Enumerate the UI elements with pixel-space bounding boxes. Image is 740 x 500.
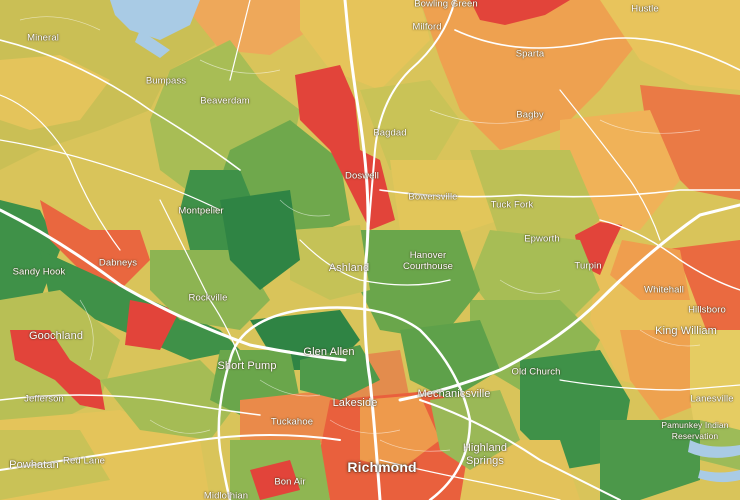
road-rt-east — [599, 219, 740, 291]
region-doswell-red — [295, 65, 395, 230]
place-label-hillsboro[interactable]: Hillsboro — [688, 304, 726, 316]
region-powhatan-lightgreen — [0, 430, 110, 500]
region-king-william-orange — [620, 330, 710, 420]
region-bowling-green-red — [470, 0, 570, 25]
road-hwy-360 — [419, 399, 621, 500]
place-label-highland-springs[interactable]: Highland Springs — [462, 442, 508, 467]
place-label-epworth[interactable]: Epworth — [524, 233, 560, 245]
region-northwest-yellow — [0, 55, 110, 130]
place-label-mineral[interactable]: Mineral — [27, 32, 59, 44]
place-label-sparta[interactable]: Sparta — [515, 48, 545, 60]
region-southeast-green — [600, 420, 700, 500]
road-hwy-60 — [0, 434, 341, 471]
region-bowersville-yellow — [390, 160, 500, 240]
road-us1 — [364, 0, 456, 271]
road-rt-northwest — [0, 94, 121, 251]
place-label-red-lane[interactable]: Red Lane — [62, 455, 106, 467]
place-label-tuck-fork[interactable]: Tuck Fork — [490, 199, 534, 211]
region-rockville-dark — [220, 190, 300, 290]
road-rt-rockville — [159, 199, 241, 361]
place-label-mechanicsville[interactable]: Mechanicsville — [417, 388, 491, 400]
road-rt-s — [379, 459, 561, 500]
region-south-red-patch — [250, 460, 300, 500]
place-label-bumpass[interactable]: Bumpass — [145, 75, 187, 87]
place-label-old-church[interactable]: Old Church — [511, 366, 561, 378]
place-label-lakeside[interactable]: Lakeside — [332, 397, 378, 409]
lake-anna — [110, 0, 200, 40]
place-label-jefferson[interactable]: Jefferson — [24, 393, 64, 405]
region-richmond-orange — [360, 395, 440, 470]
road-i295 — [228, 306, 472, 500]
lake-anna-arm — [135, 30, 170, 58]
road-rt6 — [0, 394, 261, 416]
region-southwest-green — [100, 360, 240, 440]
place-label-hanover-courthouse[interactable]: Hanover Courthouse — [402, 250, 454, 272]
region-highland-springs-green — [430, 390, 520, 470]
region-north-orange-1 — [180, 0, 310, 55]
place-label-tuckahoe[interactable]: Tuckahoe — [270, 416, 314, 428]
york-river-bit — [698, 470, 740, 483]
place-label-whitehall[interactable]: Whitehall — [644, 284, 684, 296]
road-rt-southeast — [559, 379, 740, 391]
water-bodies — [110, 0, 740, 483]
place-label-doswell[interactable]: Doswell — [345, 170, 379, 182]
road-i288 — [217, 358, 232, 500]
place-label-bowling-green[interactable]: Bowling Green — [414, 0, 478, 10]
road-north-east — [454, 29, 740, 71]
place-label-king-william[interactable]: King William — [655, 325, 717, 337]
region-goochland-red — [10, 330, 105, 410]
minor-roads — [19, 16, 701, 452]
road-i64-east — [398, 203, 740, 402]
place-label-hustle[interactable]: Hustle — [631, 3, 659, 15]
place-label-lanesville[interactable]: Lanesville — [690, 393, 734, 405]
region-tuck-fork-yellowgreen — [470, 150, 600, 250]
region-ashland-yellowgreen — [290, 225, 370, 300]
region-west-red-patch — [125, 300, 180, 350]
place-label-pamunkey[interactable]: Pamunkey Indian Reservation — [661, 420, 729, 441]
place-label-powhatan[interactable]: Powhatan — [9, 459, 59, 471]
place-label-richmond[interactable]: Richmond — [347, 459, 417, 475]
place-label-goochland[interactable]: Goochland — [28, 330, 84, 342]
place-label-midlothian[interactable]: Midlothian — [203, 490, 249, 500]
place-label-bowersville[interactable]: Bowersville — [408, 191, 458, 203]
place-label-glen-allen[interactable]: Glen Allen — [303, 346, 355, 358]
region-west-yellowgreen — [0, 0, 215, 170]
road-rt-north — [229, 0, 251, 81]
place-label-milford[interactable]: Milford — [412, 21, 442, 33]
road-i64-west — [0, 208, 347, 362]
place-label-short-pump[interactable]: Short Pump — [217, 360, 277, 372]
road-rt-ne-2 — [559, 89, 661, 241]
region-northeast-yellow — [600, 0, 740, 90]
region-east-orange — [640, 85, 740, 200]
place-label-montpelier[interactable]: Montpelier — [178, 205, 224, 217]
road-rt-west-1 — [0, 139, 221, 211]
region-whitehall-orange — [610, 240, 690, 300]
pamunkey-river — [688, 440, 740, 458]
place-label-ashland[interactable]: Ashland — [328, 262, 370, 274]
road-hwy-30 — [379, 189, 740, 198]
region-lakeside-green — [300, 345, 380, 400]
place-label-dabneys[interactable]: Dabneys — [98, 257, 138, 269]
road-us33 — [0, 39, 241, 171]
place-label-bagdad[interactable]: Bagdad — [373, 127, 407, 139]
region-bagdad-yellowgreen — [360, 80, 460, 170]
place-label-sandy-hook[interactable]: Sandy Hook — [12, 266, 66, 278]
place-label-turpin[interactable]: Turpin — [574, 260, 602, 272]
place-label-beaverdam[interactable]: Beaverdam — [200, 95, 250, 107]
region-dabneys-red — [40, 200, 150, 290]
road-rt-central — [299, 239, 451, 286]
place-label-rockville[interactable]: Rockville — [188, 292, 228, 304]
place-label-bagby[interactable]: Bagby — [516, 109, 544, 121]
place-label-bon-air[interactable]: Bon Air — [274, 476, 306, 488]
